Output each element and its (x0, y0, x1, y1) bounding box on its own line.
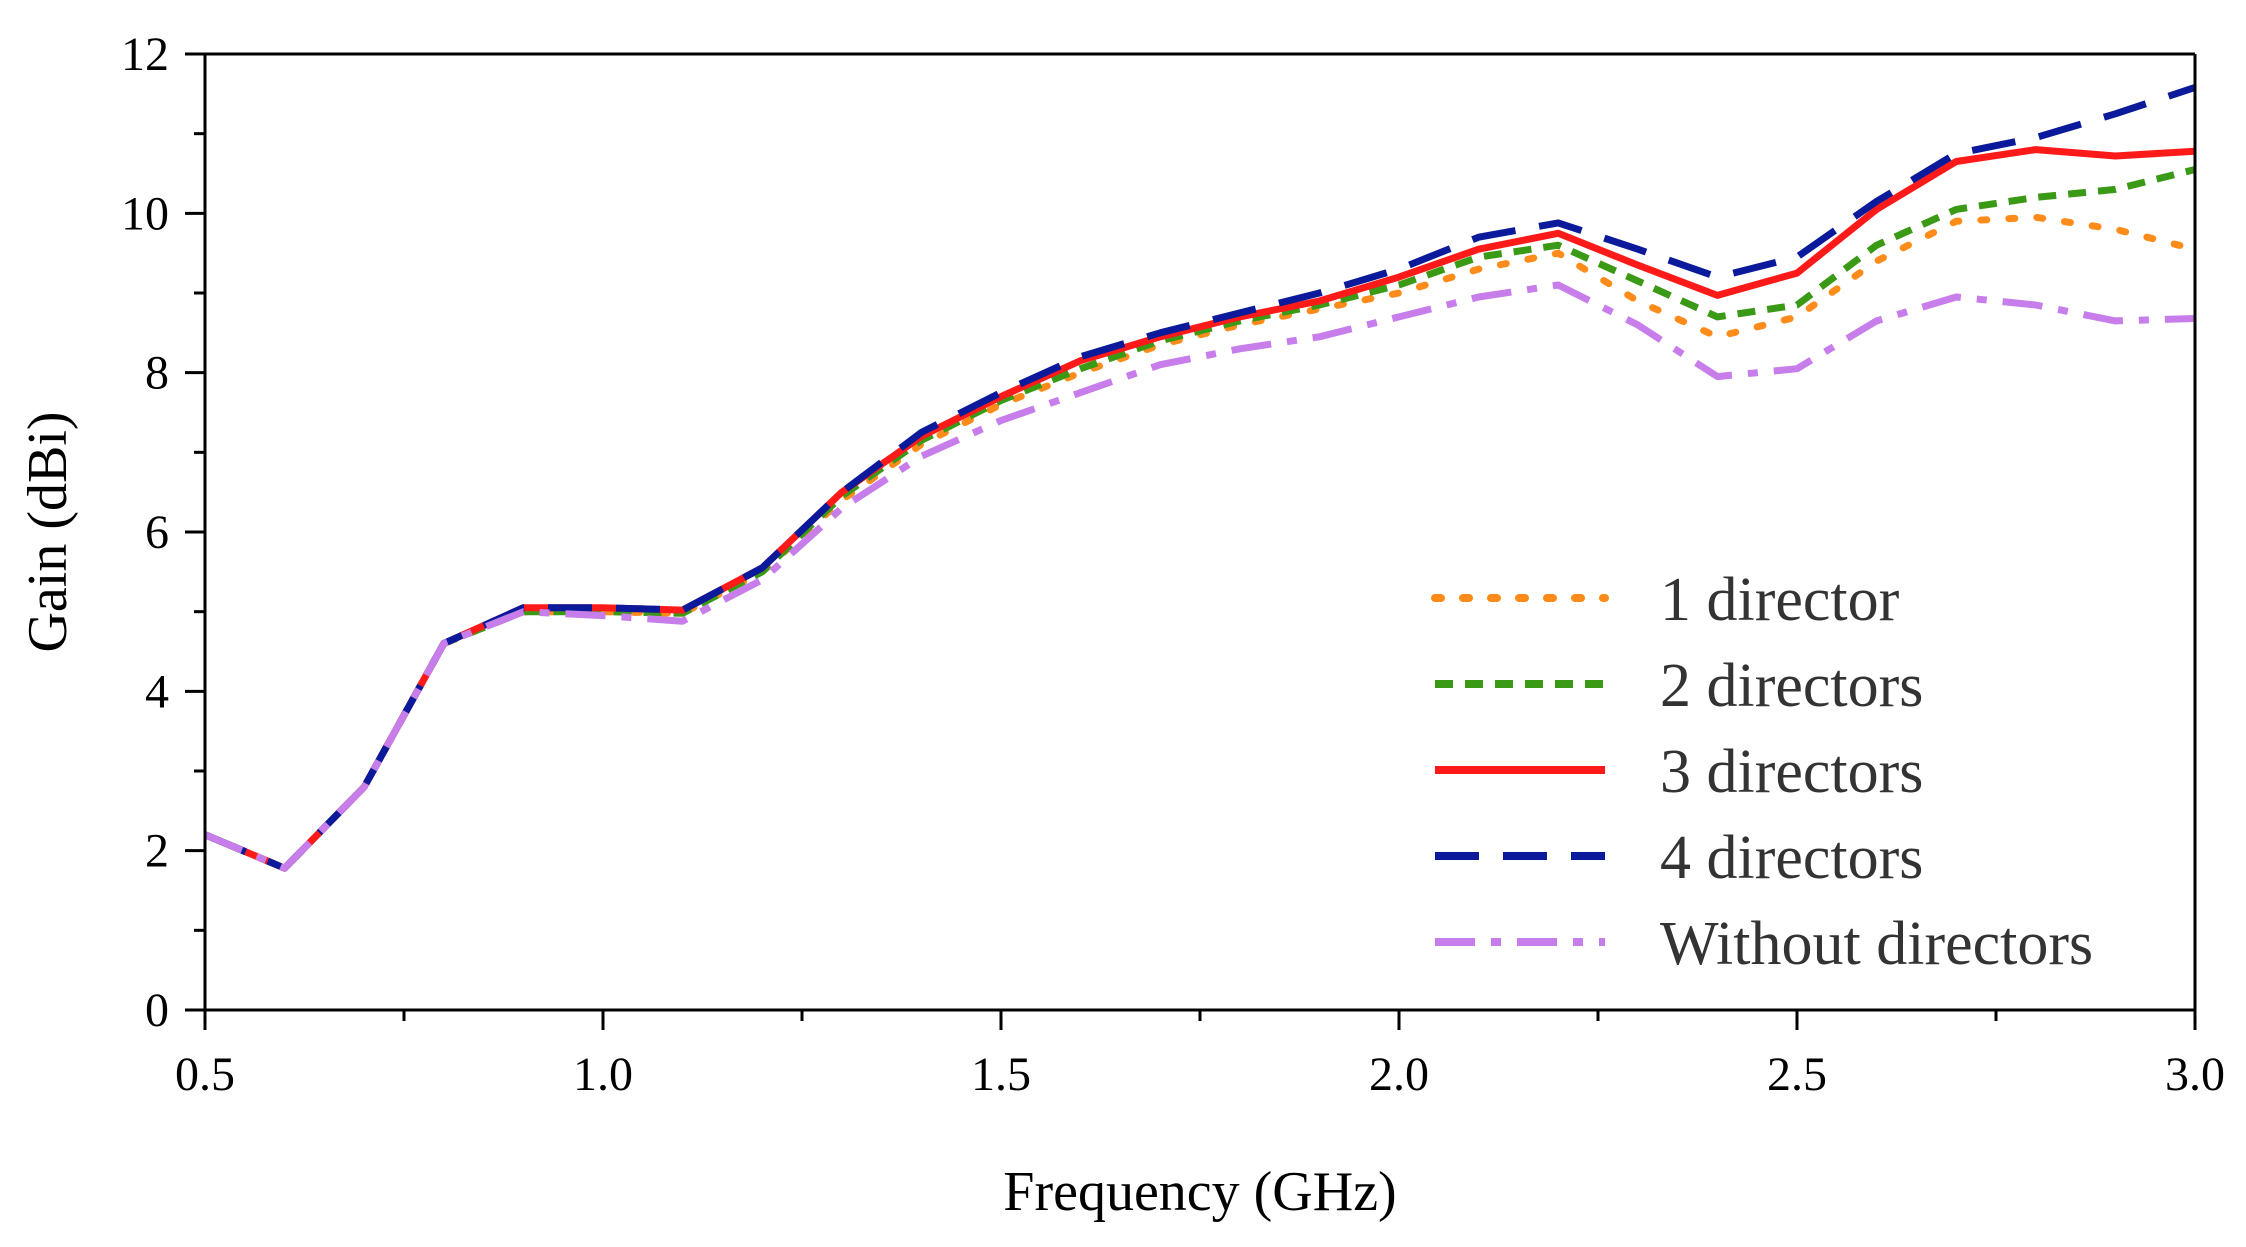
x-tick-label: 2.0 (1369, 1048, 1429, 1101)
y-tick-label: 2 (145, 825, 169, 878)
legend: 1 director 2 directors 3 directors 4 direct… (1431, 566, 2093, 978)
legend-label-3: 3 directors (1660, 738, 1923, 806)
x-tick-label: 1.5 (971, 1048, 1031, 1101)
x-tick-label: 0.5 (175, 1048, 235, 1101)
series-line-5 (205, 281, 2195, 872)
legend-label-4: 4 directors (1660, 824, 1923, 892)
y-tick-label: 6 (145, 506, 169, 559)
y-tick-label: 0 (145, 984, 169, 1037)
series-line-1 (205, 213, 2195, 872)
x-tick-label: 1.0 (573, 1048, 633, 1101)
series-line-2 (205, 166, 2195, 872)
y-tick-label: 4 (145, 665, 169, 718)
y-tick-label: 10 (121, 187, 169, 240)
series-layer (205, 84, 2195, 872)
series-line-4 (205, 84, 2195, 872)
legend-label-5: Without directors (1660, 910, 2093, 978)
y-tick-label: 8 (145, 347, 169, 400)
series-line-3 (205, 146, 2195, 872)
x-tick-label: 2.5 (1767, 1048, 1827, 1101)
axes-layer: 0.5 1.0 1.5 2.0 2.5 3.0 0 2 4 6 8 10 12 Frequency (GH… (17, 28, 2225, 1223)
legend-label-1: 1 director (1660, 566, 1900, 634)
x-axis-title: Frequency (GHz) (1003, 1161, 1396, 1223)
x-tick-label: 3.0 (2165, 1048, 2225, 1101)
y-axis-title: Gain (dBi) (17, 411, 79, 652)
legend-label-2: 2 directors (1660, 652, 1923, 720)
y-tick-label: 12 (121, 28, 169, 81)
